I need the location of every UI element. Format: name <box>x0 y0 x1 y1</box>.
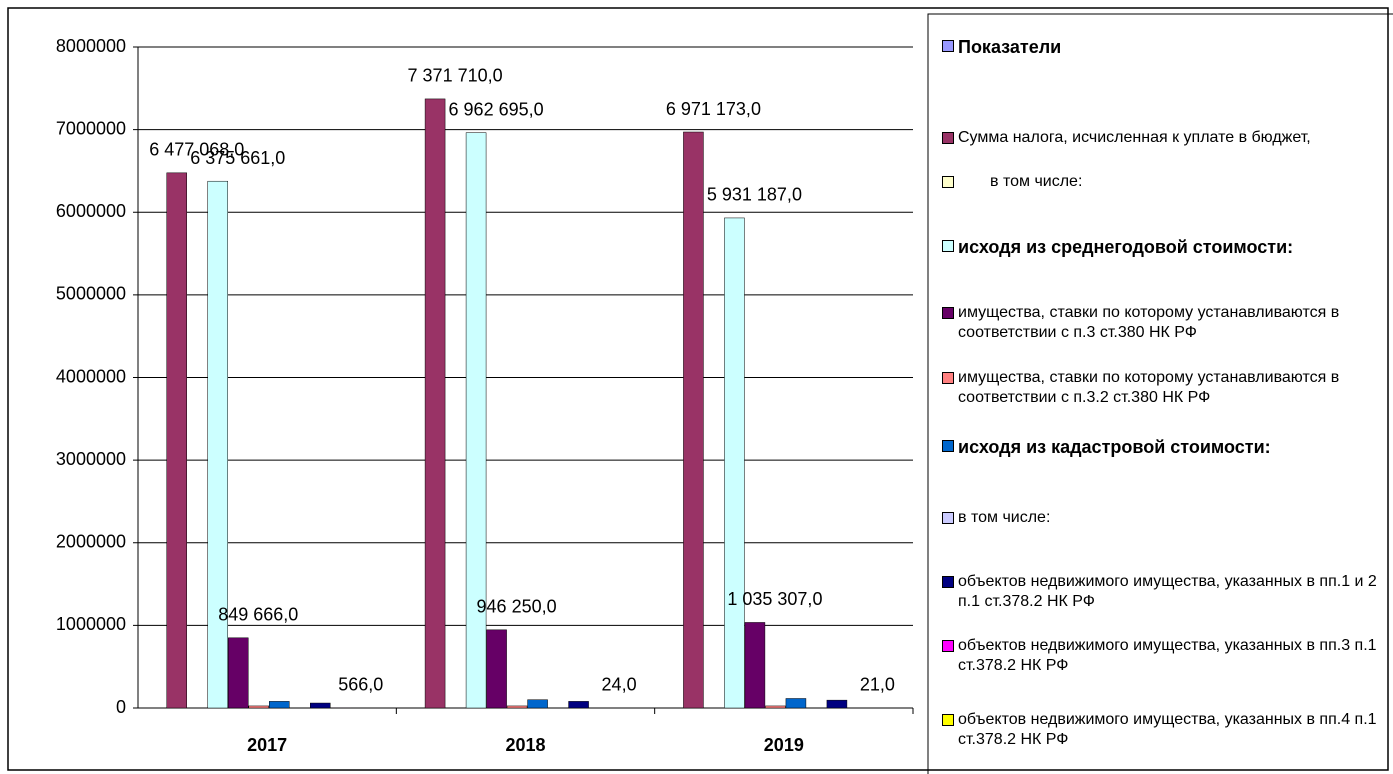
data-label: 946 250,0 <box>477 597 557 617</box>
y-tick-label: 7000000 <box>56 118 126 138</box>
legend-entry: в том числе: <box>942 508 1382 528</box>
legend-frame <box>927 13 1393 774</box>
bar <box>310 702 331 709</box>
bar <box>765 705 786 709</box>
data-label: 6 375 661,0 <box>190 148 285 168</box>
y-tick-label: 4000000 <box>56 366 126 386</box>
data-label: 21,0 <box>860 675 895 695</box>
bar <box>269 701 290 709</box>
x-tick-label: 2018 <box>505 735 545 755</box>
data-label: 5 931 187,0 <box>707 185 802 205</box>
legend-entry: Показатели <box>942 36 1382 58</box>
legend-label: объектов недвижимого имущества, указанны… <box>958 637 1377 674</box>
bar <box>486 629 507 709</box>
bar <box>228 637 249 709</box>
legend-marker <box>942 576 954 588</box>
x-tick-label: 2019 <box>764 735 804 755</box>
bar <box>826 699 848 709</box>
chart-frame <box>7 7 1389 771</box>
legend-label: имущества, ставки по которому устанавлив… <box>958 369 1340 406</box>
legend-entry: Сумма налога, исчисленная к уплате в бюд… <box>942 128 1382 148</box>
bar <box>248 705 269 709</box>
legend-marker <box>942 440 954 452</box>
legend-marker <box>942 307 954 319</box>
bar <box>506 705 528 709</box>
legend-entry: объектов недвижимого имущества, указанны… <box>942 572 1382 612</box>
legend-entry: имущества, ставки по которому устанавлив… <box>942 368 1382 408</box>
legend-marker <box>942 132 954 144</box>
y-tick-label: 8000000 <box>56 36 126 56</box>
bar <box>785 698 807 709</box>
legend-label: исходя из среднегодовой стоимости: <box>958 237 1294 257</box>
legend-marker <box>942 240 954 252</box>
bar <box>424 98 446 709</box>
y-tick-label: 3000000 <box>56 449 126 469</box>
data-label: 7 371 710,0 <box>408 66 503 86</box>
legend-marker <box>942 640 954 652</box>
legend-label: Сумма налога, исчисленная к уплате в бюд… <box>958 129 1311 146</box>
legend-label: Показатели <box>958 37 1062 57</box>
legend-marker <box>942 512 954 524</box>
legend-entry: объектов недвижимого имущества, указанны… <box>942 636 1382 676</box>
legend-label: объектов недвижимого имущества, указанны… <box>958 573 1377 610</box>
data-label: 6 477 068,0 <box>149 140 244 160</box>
y-tick-label: 0 <box>116 697 126 717</box>
data-label: 6 971 173,0 <box>666 99 761 119</box>
legend-marker <box>942 372 954 384</box>
legend-label: в том числе: <box>958 509 1051 526</box>
legend-entry: в том числе: <box>942 172 1382 192</box>
bar <box>207 180 228 709</box>
bar <box>465 132 487 709</box>
x-tick-label: 2017 <box>247 735 287 755</box>
legend-marker <box>942 714 954 726</box>
legend-entry: имущества, ставки по которому устанавлив… <box>942 303 1382 343</box>
legend-entry: исходя из кадастровой стоимости: <box>942 436 1382 458</box>
bar <box>166 172 187 709</box>
legend-entry: исходя из среднегодовой стоимости: <box>942 236 1382 258</box>
y-tick-label: 2000000 <box>56 532 126 552</box>
bar <box>568 701 589 709</box>
legend-marker <box>942 176 954 188</box>
legend-label: объектов недвижимого имущества, указанны… <box>958 711 1377 748</box>
data-label: 1 035 307,0 <box>727 589 822 609</box>
bar <box>683 131 704 709</box>
legend-entry: объектов недвижимого имущества, указанны… <box>942 710 1382 750</box>
bar <box>744 622 766 709</box>
data-label: 566,0 <box>338 675 383 695</box>
data-label: 6 962 695,0 <box>449 99 544 119</box>
bar <box>724 217 745 709</box>
legend-label: в том числе: <box>990 173 1083 190</box>
legend-label: имущества, ставки по которому устанавлив… <box>958 304 1340 341</box>
data-label: 24,0 <box>602 675 637 695</box>
y-tick-label: 6000000 <box>56 201 126 221</box>
bar <box>527 699 548 709</box>
y-tick-label: 1000000 <box>56 614 126 634</box>
legend-marker <box>942 40 954 52</box>
legend-label: исходя из кадастровой стоимости: <box>958 437 1271 457</box>
data-label: 849 666,0 <box>218 605 298 625</box>
y-tick-label: 5000000 <box>56 284 126 304</box>
